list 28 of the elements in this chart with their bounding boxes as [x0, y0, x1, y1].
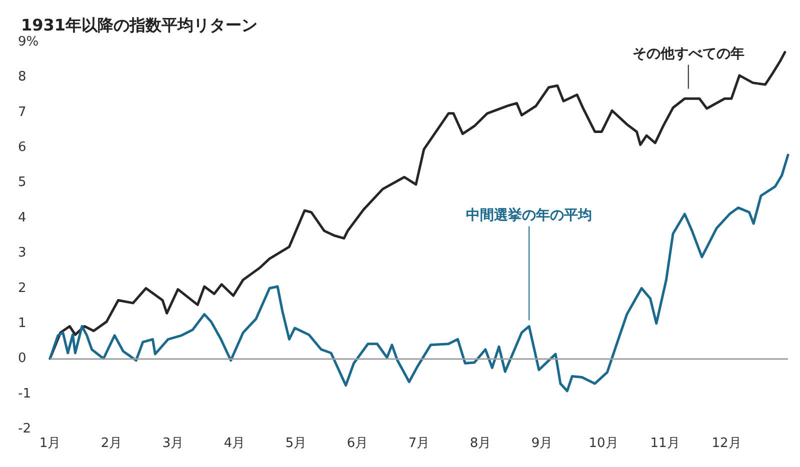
- annotation: その他すべての年: [632, 46, 744, 62]
- x-tick-label: 12月: [712, 436, 742, 451]
- x-tick-label: 7月: [408, 436, 430, 451]
- y-tick-label: -2: [18, 422, 31, 436]
- x-tick-label: 1月: [39, 436, 61, 451]
- x-tick-label: 6月: [346, 436, 368, 451]
- x-tick-label: 10月: [588, 436, 618, 451]
- line-series: [48, 154, 790, 392]
- annotation: 中間選挙の年の平均: [466, 206, 592, 224]
- x-tick-label: 2月: [100, 436, 122, 451]
- y-tick-label: 1: [18, 316, 26, 331]
- x-tick-label: 5月: [285, 436, 307, 451]
- y-tick-label: 9%: [18, 34, 39, 50]
- x-tick-label: 8月: [470, 436, 492, 451]
- y-tick-label: 7: [18, 104, 26, 120]
- x-tick-label: 3月: [162, 436, 184, 451]
- y-tick-label: 6: [18, 140, 26, 156]
- x-tick-label: 9月: [531, 436, 553, 451]
- chart-title: 1931年以降の指数平均リターン: [21, 16, 258, 34]
- x-tick-label: 11月: [650, 436, 680, 451]
- y-tick-label: -1: [18, 386, 31, 402]
- y-tick-label: 3: [18, 246, 26, 261]
- y-tick-label: 5: [18, 175, 26, 190]
- y-tick-label: 2: [18, 280, 26, 296]
- y-tick-label: 0: [18, 351, 26, 366]
- x-tick-label: 4月: [224, 436, 246, 451]
- y-tick-label: 8: [18, 70, 26, 85]
- y-tick-label: 4: [18, 210, 26, 226]
